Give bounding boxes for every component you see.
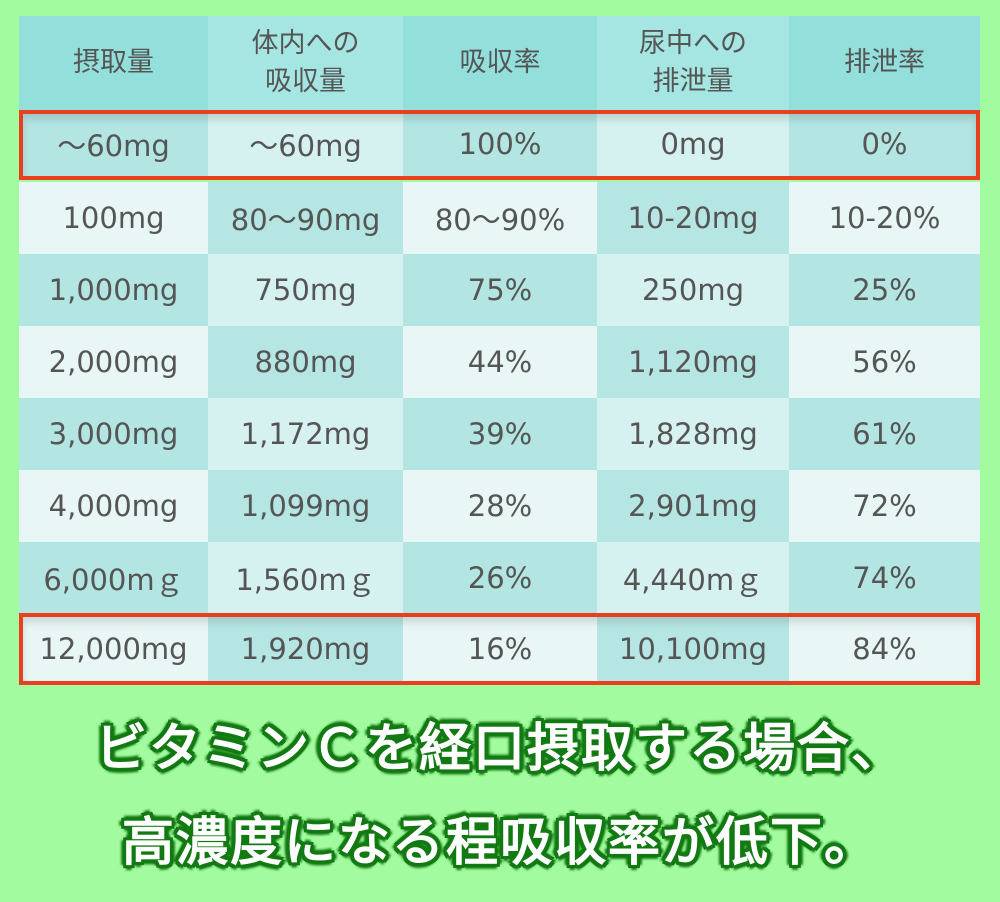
table-cell: 250mg <box>597 254 789 326</box>
table-header-row: 摂取量 体内への 吸収量 吸収率 尿中への 排泄量 排泄率 <box>19 16 980 110</box>
table-cell: 80〜90mg <box>208 182 403 254</box>
table-row: 100mg 80〜90mg 80〜90% 10-20mg 10-20% <box>19 182 980 254</box>
table-cell: 1,828mg <box>597 398 789 470</box>
caption-line-2: 高濃度になる程吸収率が低下。 <box>121 813 878 873</box>
table-cell: 39% <box>403 398 597 470</box>
table-cell: 56% <box>789 326 980 398</box>
table-cell: 2,901mg <box>597 470 789 542</box>
table-cell: 61% <box>789 398 980 470</box>
table-row: 〜60mg 〜60mg 100% 0mg 0% <box>19 110 980 178</box>
table-row: 2,000mg 880mg 44% 1,120mg 56% <box>19 326 980 398</box>
table-cell: 0mg <box>597 110 789 178</box>
table-cell: 6,000mｇ <box>19 542 208 614</box>
caption-line-1: ビタミンＣを経口摂取する場合、 <box>94 719 905 779</box>
table-row: 1,000mg 750mg 75% 250mg 25% <box>19 254 980 326</box>
table-cell: 16% <box>403 614 597 684</box>
table-cell: 75% <box>403 254 597 326</box>
table-row: 12,000mg 1,920mg 16% 10,100mg 84% <box>19 614 980 684</box>
table-cell: 44% <box>403 326 597 398</box>
table-cell: 84% <box>789 614 980 684</box>
table-cell: 1,560mｇ <box>208 542 403 614</box>
header-cell: 摂取量 <box>19 16 208 110</box>
table-cell: 80〜90% <box>403 182 597 254</box>
table-row: 6,000mｇ 1,560mｇ 26% 4,440mｇ 74% <box>19 542 980 614</box>
table-cell: 100% <box>403 110 597 178</box>
table-cell: 1,099mg <box>208 470 403 542</box>
table-cell: 12,000mg <box>19 614 208 684</box>
table-cell: 72% <box>789 470 980 542</box>
caption: ビタミンＣを経口摂取する場合、 高濃度になる程吸収率が低下。 <box>0 702 1000 890</box>
table-cell: 1,120mg <box>597 326 789 398</box>
header-cell: 排泄率 <box>789 16 980 110</box>
table-cell: 〜60mg <box>208 110 403 178</box>
table-row: 4,000mg 1,099mg 28% 2,901mg 72% <box>19 470 980 542</box>
header-cell: 吸収率 <box>403 16 597 110</box>
table-cell: 2,000mg <box>19 326 208 398</box>
table-row: 3,000mg 1,172mg 39% 1,828mg 61% <box>19 398 980 470</box>
table-cell: 3,000mg <box>19 398 208 470</box>
table-cell: 1,920mg <box>208 614 403 684</box>
table-cell: 28% <box>403 470 597 542</box>
header-cell: 体内への 吸収量 <box>208 16 403 110</box>
table-cell: 74% <box>789 542 980 614</box>
header-cell: 尿中への 排泄量 <box>597 16 789 110</box>
table-cell: 10,100mg <box>597 614 789 684</box>
table-cell: 〜60mg <box>19 110 208 178</box>
table-cell: 10-20% <box>789 182 980 254</box>
table-cell: 10-20mg <box>597 182 789 254</box>
table-cell: 0% <box>789 110 980 178</box>
table-cell: 1,172mg <box>208 398 403 470</box>
table-cell: 4,000mg <box>19 470 208 542</box>
table-cell: 4,440mｇ <box>597 542 789 614</box>
vitamin-c-absorption-table: 摂取量 体内への 吸収量 吸収率 尿中への 排泄量 排泄率 〜60mg 〜60mg… <box>19 16 980 684</box>
table-cell: 25% <box>789 254 980 326</box>
table-cell: 1,000mg <box>19 254 208 326</box>
table-cell: 750mg <box>208 254 403 326</box>
table-cell: 26% <box>403 542 597 614</box>
table-cell: 880mg <box>208 326 403 398</box>
table-cell: 100mg <box>19 182 208 254</box>
